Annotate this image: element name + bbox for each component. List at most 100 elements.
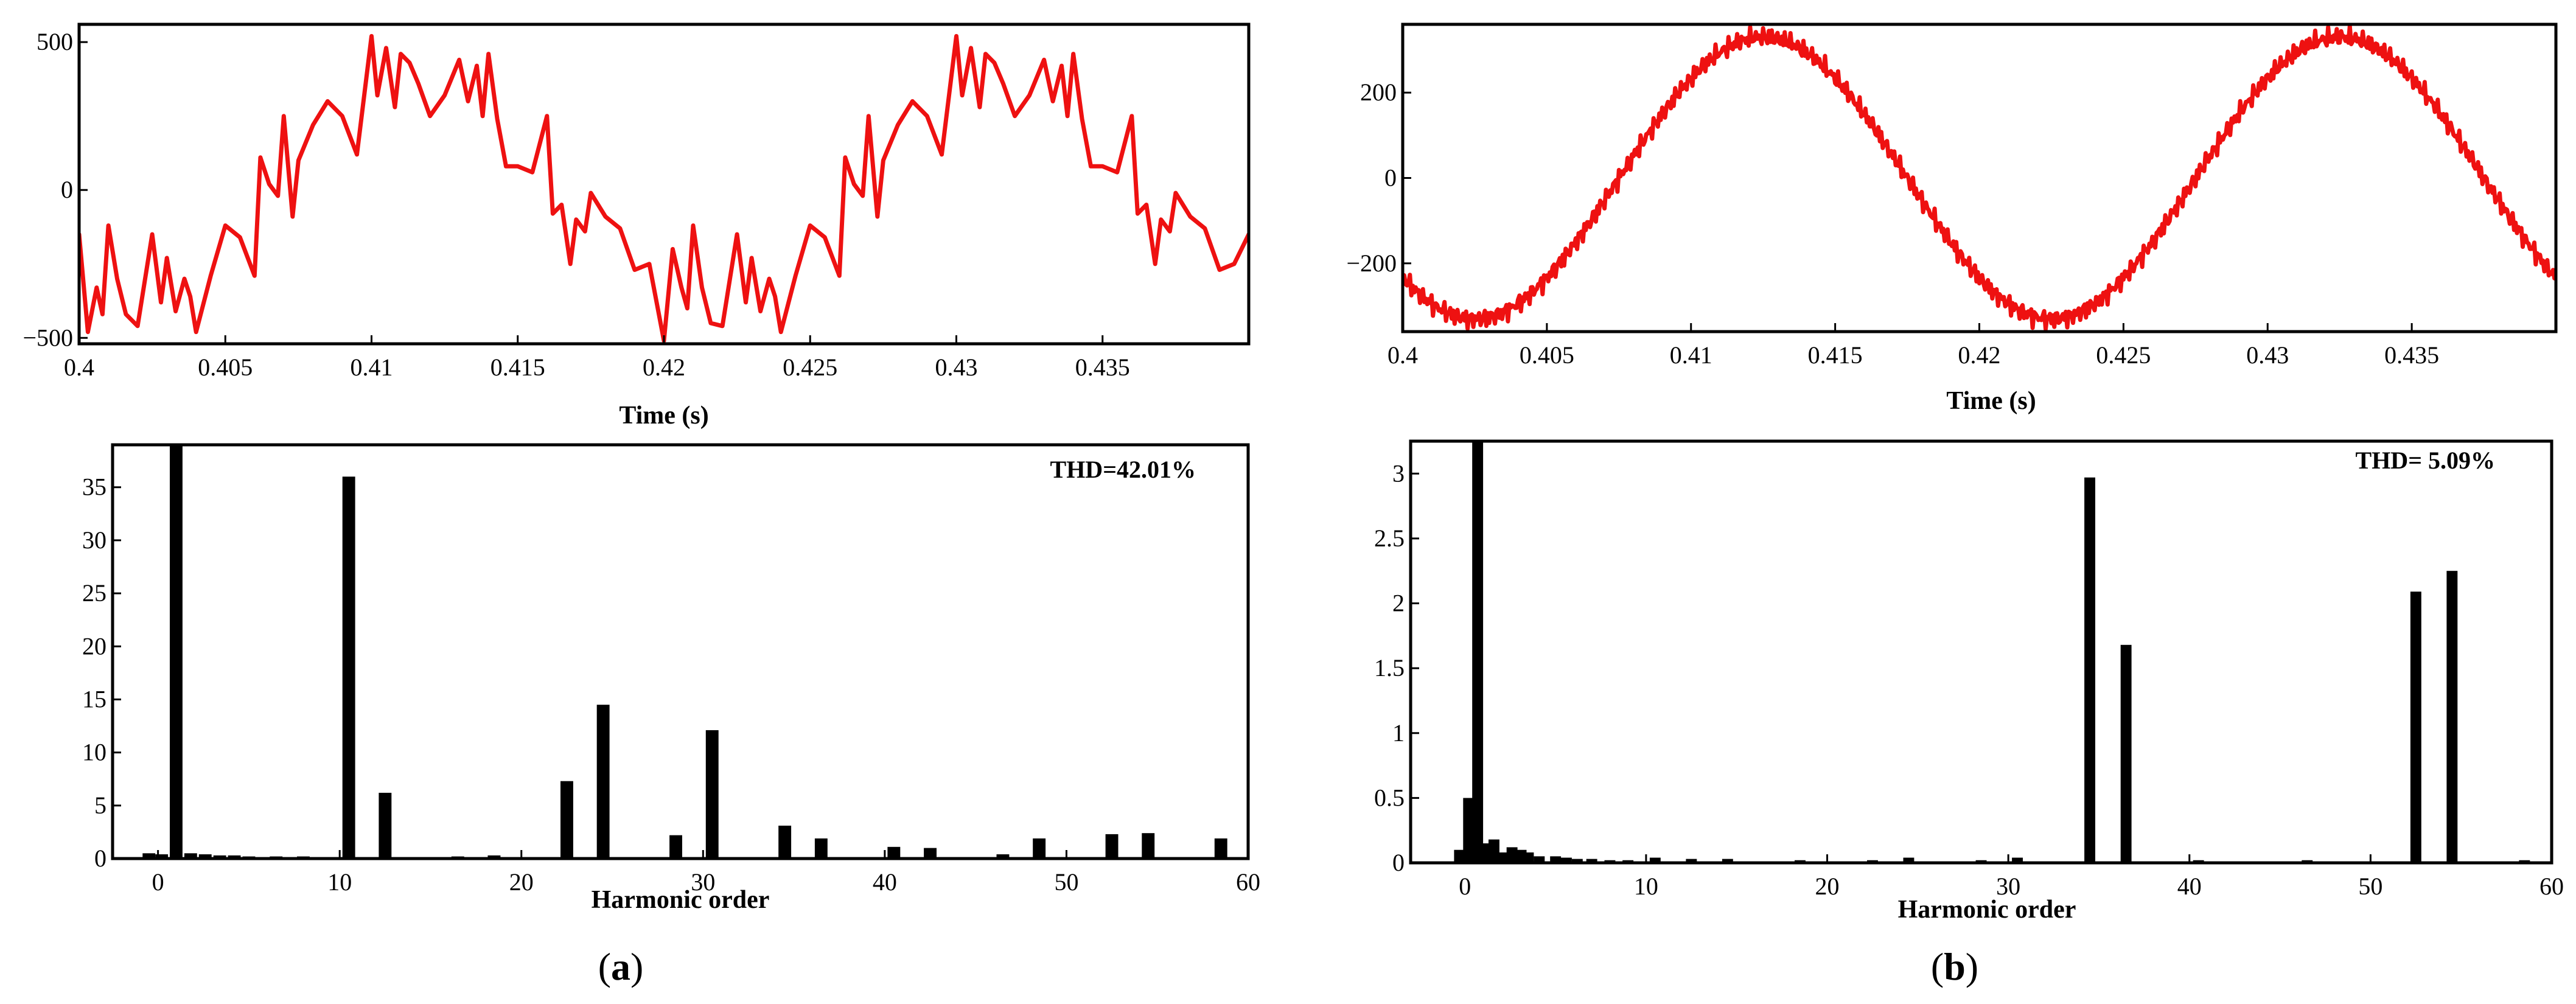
harmonic-bar (1686, 859, 1697, 863)
harmonic-bar (1571, 859, 1583, 863)
x-tick-label: 30 (691, 868, 715, 896)
y-tick-label: 35 (82, 473, 106, 501)
y-tick-label: 20 (82, 632, 106, 660)
y-tick-label: 1 (1392, 719, 1405, 747)
harmonic-bar (1534, 856, 1545, 863)
x-tick-label: 0.435 (2384, 341, 2439, 369)
x-tick-label: 0.425 (783, 354, 837, 381)
panel-a-bars-layer (142, 445, 1227, 859)
panel-b-time-xlabel: Time (s) (1946, 387, 2036, 415)
y-tick-label: 10 (82, 739, 106, 766)
panel-a-time-ticks: 0.4 0.405 0.41 0.415 0.42 0.425 0.43 0.435 −500 0… (23, 28, 1129, 381)
harmonic-bar (2120, 644, 2132, 863)
panel-b-time-frame (1401, 23, 2558, 333)
panel-b-time-ticks: 0.4 0.405 0.41 0.415 0.42 0.425 0.43 0.435 −200 0… (1346, 78, 2439, 369)
harmonic-bar (996, 854, 1010, 859)
harmonic-bar (1722, 859, 1733, 863)
y-tick-label: 200 (1360, 78, 1397, 106)
harmonic-bar (705, 730, 719, 859)
y-tick-label: 0 (61, 176, 73, 203)
panel-b-spectrum-plot: 0 10 20 30 40 50 60 0 0.5 1 1.5 2 2.5 3 THD= 5.09% Ha… (1374, 439, 2564, 924)
y-tick-label: 0 (1384, 164, 1397, 192)
panel-a-spectrum-ticks: 0 10 20 30 40 50 60 0 5 10 15 20 25 30 35 (82, 473, 1260, 896)
harmonic-bar (1105, 834, 1119, 859)
harmonic-bar (1489, 839, 1499, 863)
x-tick-label: 0.415 (490, 354, 545, 381)
harmonic-bar (778, 825, 792, 859)
y-tick-label: 0.5 (1374, 784, 1405, 811)
x-tick-label: 60 (2539, 873, 2564, 900)
panel-a-spectrum-xlabel: Harmonic order (592, 886, 770, 914)
x-tick-label: 0.4 (1387, 341, 1418, 369)
y-tick-label: 30 (82, 526, 106, 554)
x-tick-label: 0.42 (643, 354, 685, 381)
x-tick-label: 0.435 (1075, 354, 1130, 381)
panel-a-time-xlabel: Time (s) (619, 402, 708, 430)
harmonic-bar (1033, 838, 1046, 859)
harmonic-bar (379, 792, 392, 859)
harmonic-bar (596, 705, 610, 859)
y-tick-label: 500 (37, 28, 73, 55)
harmonic-bar (198, 854, 212, 859)
x-tick-label: 0 (152, 868, 164, 896)
y-tick-label: 0 (1392, 849, 1405, 876)
x-tick-label: 20 (509, 868, 534, 896)
waveform-line (79, 33, 1249, 343)
x-tick-label: 10 (327, 868, 352, 896)
x-tick-label: 10 (1634, 873, 1658, 900)
panel-b-spectrum-xlabel: Harmonic order (1898, 896, 2076, 924)
x-tick-label: 30 (1996, 873, 2020, 900)
harmonic-bar (184, 853, 197, 859)
harmonic-bar (1463, 798, 1475, 863)
x-tick-label: 20 (1815, 873, 1840, 900)
x-tick-label: 0.43 (2246, 341, 2289, 369)
harmonic-bar (887, 846, 901, 859)
x-tick-label: 0.405 (198, 354, 253, 381)
x-tick-label: 0.4 (64, 354, 94, 381)
panel-b-waveform-layer (1403, 24, 2556, 332)
harmonic-bar (2446, 571, 2458, 863)
x-tick-label: 60 (1236, 868, 1260, 896)
y-tick-label: 0 (94, 845, 106, 872)
harmonic-bar (1506, 847, 1518, 863)
harmonic-bar (2410, 591, 2421, 863)
panel-a-thd-annotation: THD=42.01% (1050, 456, 1196, 483)
x-tick-label: 50 (2358, 873, 2382, 900)
panel-b-spectrum-frame (1409, 439, 2553, 865)
panel-b-time-plot: 0.4 0.405 0.41 0.415 0.42 0.425 0.43 0.435 −200 0… (1346, 23, 2558, 415)
x-tick-label: 50 (1054, 868, 1078, 896)
harmonic-bar (669, 835, 682, 859)
harmonic-bar (1523, 852, 1534, 863)
harmonic-bar (342, 476, 355, 859)
y-tick-label: 5 (94, 792, 106, 819)
y-tick-label: −500 (23, 324, 73, 351)
harmonic-bar (2012, 857, 2023, 863)
y-tick-label: −200 (1346, 249, 1397, 277)
x-tick-label: 0.405 (1520, 341, 1574, 369)
harmonic-bar (170, 445, 183, 859)
x-tick-label: 0 (1459, 873, 1471, 900)
y-tick-label: 2 (1392, 590, 1405, 617)
harmonic-bar (1479, 843, 1490, 863)
y-tick-label: 1.5 (1374, 654, 1405, 682)
harmonic-bar (1561, 857, 1572, 863)
panel-b-label: (b) (1931, 945, 1978, 988)
x-tick-label: 40 (2177, 873, 2202, 900)
harmonic-bar (560, 781, 573, 859)
x-tick-label: 0.425 (2096, 341, 2151, 369)
y-tick-label: 15 (82, 685, 106, 713)
panel-a-spectrum-plot: 0 10 20 30 40 50 60 0 5 10 15 20 25 30 35 THD=42.01% H… (82, 443, 1260, 914)
waveform-line (1403, 24, 2556, 332)
panel-a-spectrum-frame (111, 443, 1250, 860)
x-tick-label: 40 (873, 868, 897, 896)
panel-b-thd-annotation: THD= 5.09% (2356, 447, 2495, 474)
y-tick-label: 25 (82, 579, 106, 607)
harmonic-bar (814, 838, 828, 859)
harmonic-bar (1586, 859, 1597, 863)
harmonic-bar (1472, 441, 1484, 863)
harmonic-bar (2084, 477, 2095, 863)
x-tick-label: 0.42 (1958, 341, 2001, 369)
harmonic-bar (1214, 838, 1227, 859)
harmonic-bar (213, 855, 226, 859)
